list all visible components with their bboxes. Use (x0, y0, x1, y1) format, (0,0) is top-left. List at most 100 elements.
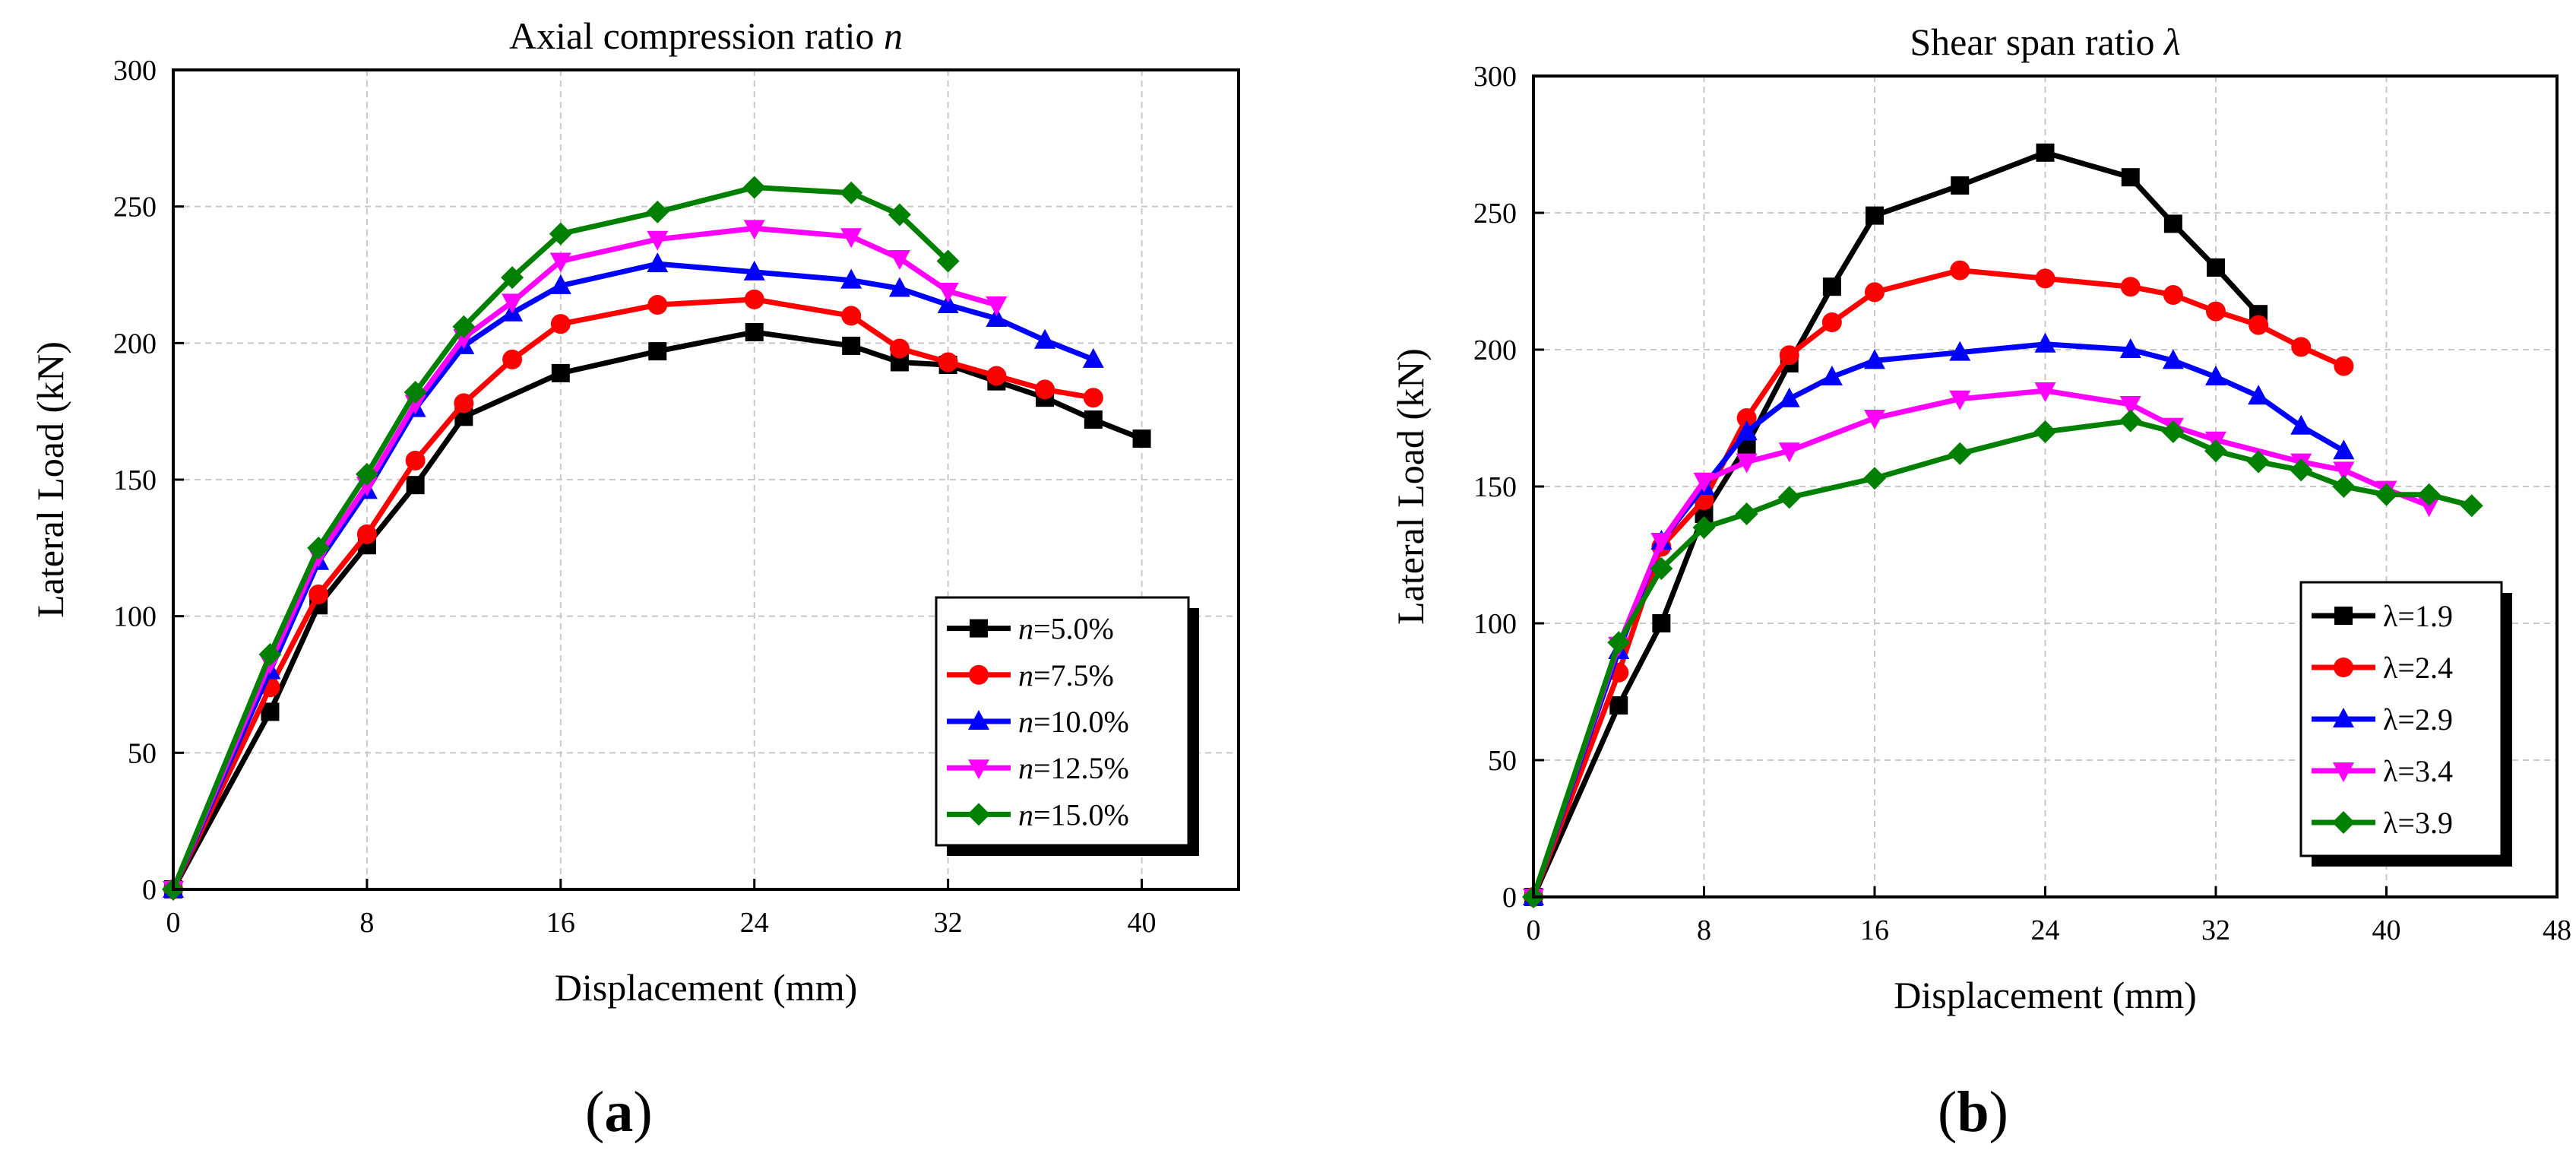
series-line (170, 329, 1143, 891)
data-point (1779, 345, 1799, 366)
legend-marker (2332, 811, 2355, 834)
data-point (2207, 258, 2225, 277)
data-point (355, 462, 378, 486)
data-point (2460, 494, 2483, 518)
legend-label: λ=1.9 (2383, 599, 2453, 633)
data-point (502, 349, 523, 369)
data-point (2247, 450, 2271, 474)
data-point (2334, 356, 2354, 376)
data-point (1777, 486, 1801, 509)
y-tick-label: 150 (113, 464, 157, 496)
x-tick-label: 24 (2031, 914, 2060, 946)
data-point (938, 352, 958, 372)
legend-label-symbol: n (1018, 612, 1033, 646)
legend-marker (967, 803, 990, 826)
y-tick-label: 150 (1473, 471, 1517, 503)
data-point (840, 228, 862, 249)
data-point (1607, 631, 1631, 654)
data-point (549, 222, 572, 246)
x-tick-label: 40 (1128, 907, 1157, 939)
y-tick-label: 0 (142, 874, 157, 906)
data-point (937, 283, 959, 303)
data-point (646, 200, 669, 223)
data-point (406, 476, 425, 495)
legend-label-value: =10.0% (1033, 705, 1129, 739)
data-point (2204, 439, 2227, 463)
data-point (1949, 341, 1971, 361)
legend-label: λ=3.9 (2383, 806, 2453, 840)
legend-label-value: =7.5% (1033, 658, 1114, 692)
legend-item-4: λ=3.9 (2312, 806, 2453, 840)
data-point (1736, 420, 1758, 440)
data-point (551, 363, 570, 382)
data-point (1034, 328, 1056, 349)
legend-item-0: λ=1.9 (2312, 599, 2453, 633)
legend-marker (968, 759, 989, 780)
legend-marker (970, 619, 988, 638)
x-tick-label: 8 (1697, 914, 1711, 946)
legend-item-2: n=10.0% (947, 705, 1129, 739)
legend-marker (969, 664, 989, 685)
x-tick-label: 24 (740, 907, 769, 939)
data-point (745, 322, 764, 341)
data-point (1821, 312, 1842, 332)
data-point (1948, 442, 1972, 465)
data-point (937, 293, 959, 314)
data-point (549, 252, 571, 273)
data-point (840, 268, 862, 289)
data-point (2121, 168, 2140, 187)
data-point (1951, 176, 1970, 195)
series-line (1530, 150, 2261, 898)
series-line (1530, 268, 2345, 898)
data-point (1864, 349, 1885, 369)
data-point (841, 306, 862, 326)
ticks: 0 8 16 24 32 40 0 50 100 150 200 250 300 (113, 55, 1157, 939)
legend-marker (2334, 607, 2353, 625)
y-tick-label: 100 (1473, 608, 1517, 640)
data-point (1650, 533, 1673, 553)
data-point (888, 249, 910, 270)
data-point (936, 249, 960, 273)
data-point (647, 252, 669, 273)
data-point (307, 536, 331, 559)
legend-item-4: n=15.0% (947, 797, 1129, 832)
data-point (1035, 379, 1055, 400)
data-point (888, 277, 910, 297)
chart-title-text: Axial compression ratio (509, 14, 884, 57)
legend-label-symbol: n (1018, 705, 1033, 739)
y-tick-label: 300 (113, 55, 157, 87)
data-point (1778, 442, 1800, 463)
data-point (842, 336, 861, 355)
x-tick-label: 16 (546, 907, 575, 939)
data-point (1864, 410, 1885, 429)
data-point (1821, 366, 1843, 385)
series-4 (162, 176, 960, 901)
x-tick-label: 0 (166, 907, 181, 939)
data-point (743, 260, 765, 280)
data-point (550, 314, 571, 334)
legend-label-value: =5.0% (1033, 612, 1114, 646)
chart-title-symbol: n (884, 14, 903, 57)
data-point (1863, 467, 1886, 490)
legend: n=5.0%n=7.5%n=10.0%n=12.5%n=15.0% (935, 596, 1199, 856)
x-tick-label: 40 (2372, 914, 2401, 946)
panel-label-b: (b) (1938, 1080, 2008, 1144)
data-point (986, 306, 1008, 327)
data-point (1822, 277, 1841, 296)
y-tick-label: 200 (1473, 334, 1517, 366)
data-point (986, 296, 1008, 317)
legend-label: n=15.0% (1018, 797, 1129, 832)
data-point (1736, 453, 1758, 474)
legend-label: n=5.0% (1018, 612, 1114, 646)
y-axis-label: Lateral Load (kN) (29, 341, 71, 618)
data-point (501, 266, 524, 290)
data-point (1736, 408, 1757, 428)
y-tick-label: 50 (1488, 745, 1517, 777)
x-tick-label: 16 (1860, 914, 1889, 946)
legend-item-3: λ=3.4 (2312, 754, 2453, 788)
legend-label-symbol: n (1018, 797, 1033, 832)
data-point (1609, 696, 1628, 715)
x-tick-label: 48 (2543, 914, 2571, 946)
legend-item-2: λ=2.9 (2312, 702, 2453, 737)
